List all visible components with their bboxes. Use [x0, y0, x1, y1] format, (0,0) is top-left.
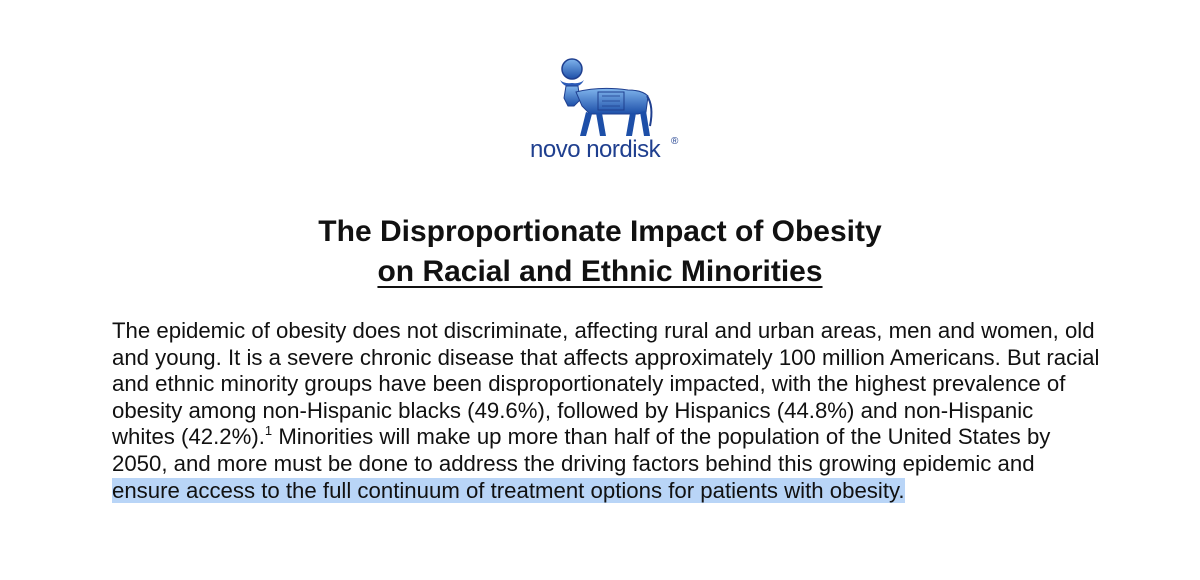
brand-name: novo nordisk [530, 136, 661, 163]
paragraph-part2: Minorities will make up more than half o… [112, 424, 1051, 476]
document-title-line1: The Disproportionate Impact of Obesity [318, 215, 882, 248]
apis-bull-logo-icon [560, 58, 653, 136]
novo-nordisk-logo: novo nordisk ® [525, 52, 695, 172]
paragraph-part1: The epidemic of obesity does not discrim… [112, 318, 1100, 450]
registered-mark: ® [671, 136, 679, 147]
footnote-ref[interactable]: 1 [264, 423, 273, 439]
document-title-line2: on Racial and Ethnic Minorities [0, 254, 1200, 290]
document-title-line2-text: on Racial and Ethnic Minorities [377, 255, 823, 288]
highlighted-selection[interactable]: ensure access to the full continuum of t… [112, 477, 905, 503]
body-paragraph: The epidemic of obesity does not discrim… [112, 318, 1102, 504]
